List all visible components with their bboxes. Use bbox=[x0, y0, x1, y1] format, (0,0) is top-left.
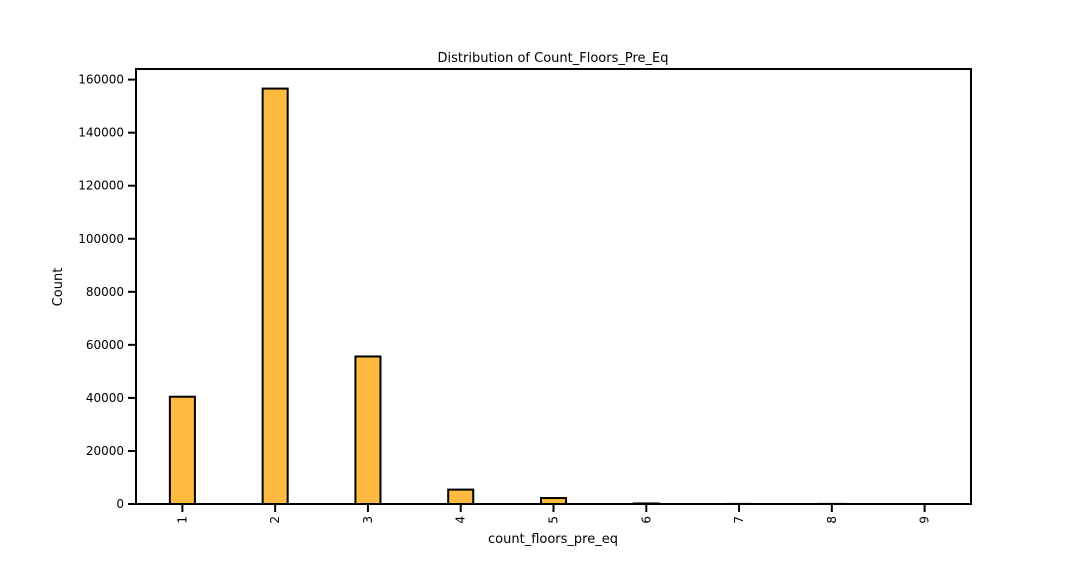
y-tick-label: 60000 bbox=[86, 338, 124, 352]
x-axis-ticks: 1 2 3 4 5 6 7 8 9 bbox=[175, 504, 932, 524]
bar-4 bbox=[447, 488, 475, 505]
y-tick-label: 40000 bbox=[86, 391, 124, 405]
x-tick-label: 8 bbox=[825, 516, 839, 524]
y-tick-label: 80000 bbox=[86, 285, 124, 299]
bar-3 bbox=[354, 355, 382, 506]
x-tick-label: 5 bbox=[547, 516, 561, 524]
x-tick-label: 2 bbox=[268, 516, 282, 524]
plot-frame bbox=[135, 68, 972, 505]
y-tick-label: 160000 bbox=[78, 73, 124, 87]
y-tick-label: 140000 bbox=[78, 126, 124, 140]
y-axis-ticks: 0 20000 40000 60000 80000 100000 120000 140000 1… bbox=[78, 73, 136, 511]
x-tick-label: 6 bbox=[639, 516, 653, 524]
y-tick-label: 120000 bbox=[78, 179, 124, 193]
x-tick-label: 9 bbox=[918, 516, 932, 524]
chart-title: Distribution of Count_Floors_Pre_Eq bbox=[438, 51, 669, 66]
bar-2 bbox=[261, 87, 289, 505]
bars-group bbox=[168, 87, 846, 506]
x-tick-label: 7 bbox=[732, 516, 746, 524]
y-tick-label: 100000 bbox=[78, 232, 124, 246]
x-tick-label: 3 bbox=[361, 516, 375, 524]
x-tick-label: 4 bbox=[454, 516, 468, 524]
y-axis-label: Count bbox=[51, 268, 66, 307]
y-tick-label: 0 bbox=[116, 497, 124, 511]
y-tick-label: 20000 bbox=[86, 444, 124, 458]
x-tick-label: 1 bbox=[175, 516, 189, 524]
bar-1 bbox=[168, 395, 196, 506]
x-axis-label: count_floors_pre_eq bbox=[488, 532, 618, 547]
